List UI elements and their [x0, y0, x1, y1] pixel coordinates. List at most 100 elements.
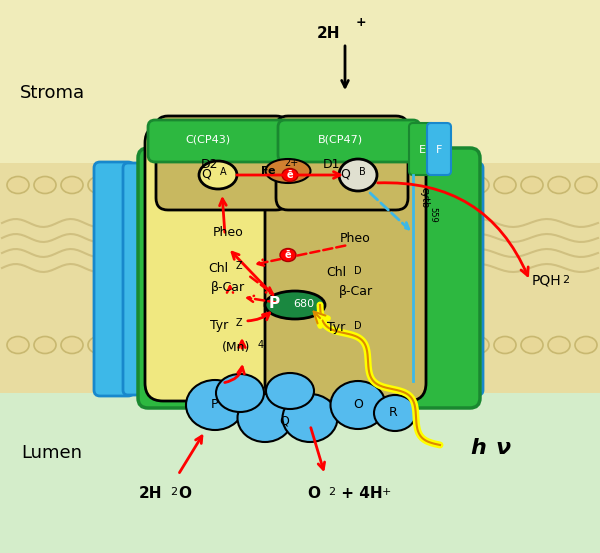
Ellipse shape — [521, 336, 543, 353]
Text: B(CP47): B(CP47) — [317, 134, 362, 144]
Text: Z: Z — [236, 261, 242, 271]
Text: Chl: Chl — [208, 262, 228, 274]
Ellipse shape — [280, 248, 296, 262]
FancyBboxPatch shape — [278, 120, 420, 162]
Ellipse shape — [265, 159, 311, 183]
Ellipse shape — [7, 176, 29, 194]
FancyBboxPatch shape — [123, 163, 155, 395]
Text: ē: ē — [287, 170, 293, 180]
Text: P: P — [269, 296, 280, 311]
Text: Lumen: Lumen — [22, 444, 83, 462]
Text: 680: 680 — [293, 299, 314, 309]
FancyBboxPatch shape — [94, 162, 134, 396]
Bar — [0, 393, 600, 553]
Ellipse shape — [34, 176, 56, 194]
Ellipse shape — [61, 176, 83, 194]
Text: +: + — [382, 487, 391, 497]
Text: 559: 559 — [428, 207, 437, 223]
Text: D1: D1 — [323, 159, 341, 171]
Ellipse shape — [494, 176, 516, 194]
Ellipse shape — [238, 394, 293, 442]
Text: Tyr: Tyr — [327, 321, 345, 335]
Ellipse shape — [521, 176, 543, 194]
Text: 2: 2 — [562, 275, 569, 285]
Ellipse shape — [548, 176, 570, 194]
Ellipse shape — [374, 395, 416, 431]
Text: ν: ν — [495, 438, 510, 458]
Text: Stroma: Stroma — [19, 84, 85, 102]
Text: Q: Q — [201, 168, 211, 180]
Text: 2+: 2+ — [284, 158, 298, 168]
Text: C(CP43): C(CP43) — [185, 134, 230, 144]
Text: β-Car: β-Car — [339, 284, 373, 298]
Text: D: D — [354, 266, 362, 276]
Text: A: A — [220, 167, 227, 177]
Text: 2H: 2H — [317, 25, 340, 40]
Ellipse shape — [88, 336, 110, 353]
Text: D2: D2 — [201, 159, 219, 171]
FancyBboxPatch shape — [156, 116, 288, 210]
Text: Chl: Chl — [326, 267, 346, 279]
Text: +: + — [356, 16, 367, 29]
Ellipse shape — [494, 336, 516, 353]
Text: (Mn): (Mn) — [221, 341, 250, 353]
FancyBboxPatch shape — [388, 148, 480, 408]
Text: Q: Q — [340, 168, 350, 180]
Text: + 4H: + 4H — [336, 486, 383, 500]
Ellipse shape — [575, 336, 597, 353]
Ellipse shape — [331, 381, 386, 429]
FancyBboxPatch shape — [148, 120, 290, 162]
Ellipse shape — [265, 291, 325, 319]
Text: PQH: PQH — [532, 274, 562, 288]
Ellipse shape — [34, 336, 56, 353]
Text: B: B — [359, 167, 366, 177]
Text: O: O — [353, 399, 363, 411]
FancyBboxPatch shape — [409, 123, 435, 175]
Text: F: F — [436, 145, 442, 155]
Text: cytb: cytb — [420, 187, 430, 208]
Text: β-Car: β-Car — [211, 281, 245, 295]
Text: R: R — [389, 406, 397, 420]
Text: D: D — [354, 321, 362, 331]
Text: Q: Q — [279, 415, 289, 427]
FancyBboxPatch shape — [422, 162, 462, 396]
Ellipse shape — [88, 176, 110, 194]
Ellipse shape — [575, 176, 597, 194]
Bar — [0, 163, 115, 393]
Ellipse shape — [216, 374, 264, 412]
Text: E: E — [419, 145, 425, 155]
Text: 2H: 2H — [139, 486, 162, 500]
Text: O: O — [307, 486, 320, 500]
Ellipse shape — [61, 336, 83, 353]
Ellipse shape — [548, 336, 570, 353]
Text: ē: ē — [284, 250, 292, 260]
FancyBboxPatch shape — [451, 163, 483, 395]
FancyBboxPatch shape — [138, 148, 208, 408]
Ellipse shape — [186, 380, 244, 430]
FancyBboxPatch shape — [276, 116, 408, 210]
Text: Fe: Fe — [262, 166, 276, 176]
FancyBboxPatch shape — [427, 123, 451, 175]
Text: 2: 2 — [328, 487, 335, 497]
Text: 2: 2 — [170, 487, 177, 497]
Text: O: O — [178, 486, 191, 500]
FancyBboxPatch shape — [145, 125, 311, 401]
Text: Tyr: Tyr — [210, 319, 228, 331]
Ellipse shape — [467, 176, 489, 194]
Text: 4: 4 — [258, 340, 264, 350]
Ellipse shape — [282, 169, 298, 181]
Text: h: h — [470, 438, 486, 458]
FancyBboxPatch shape — [265, 125, 426, 401]
Ellipse shape — [7, 336, 29, 353]
Ellipse shape — [266, 373, 314, 409]
Bar — [460, 163, 600, 393]
Ellipse shape — [199, 161, 237, 189]
Ellipse shape — [283, 394, 337, 442]
Text: P: P — [211, 399, 219, 411]
Bar — [0, 0, 600, 163]
Bar — [0, 163, 600, 393]
Text: Pheo: Pheo — [340, 232, 370, 244]
Ellipse shape — [467, 336, 489, 353]
Text: Z: Z — [236, 318, 242, 328]
Ellipse shape — [339, 159, 377, 191]
